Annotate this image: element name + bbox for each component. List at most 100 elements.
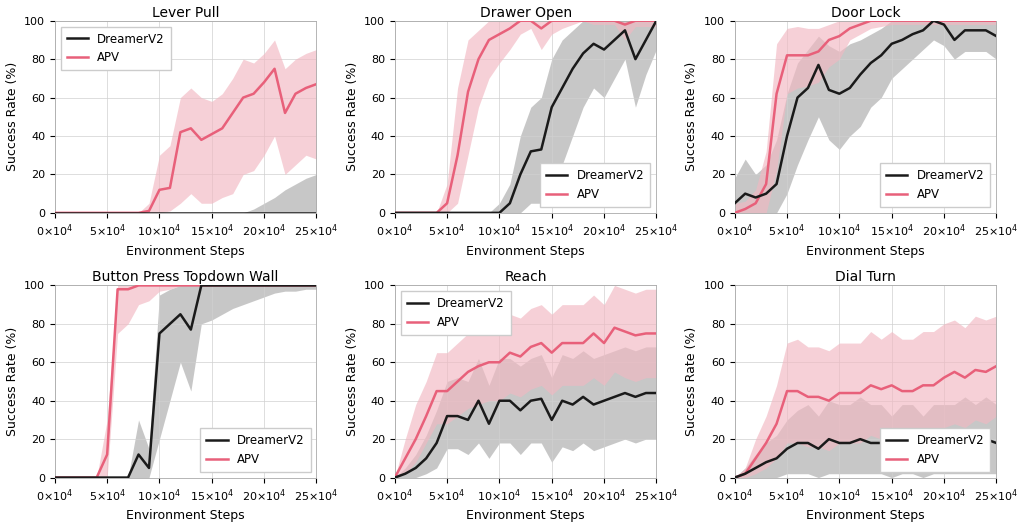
APV xyxy=(770,91,782,97)
APV xyxy=(760,440,772,446)
DreamerV2 xyxy=(958,27,971,33)
APV xyxy=(812,48,824,54)
Line: DreamerV2: DreamerV2 xyxy=(55,286,316,477)
DreamerV2 xyxy=(598,46,610,53)
Y-axis label: Success Rate (%): Success Rate (%) xyxy=(685,327,698,436)
DreamerV2 xyxy=(630,56,642,62)
APV xyxy=(237,282,249,289)
APV xyxy=(196,137,208,143)
APV xyxy=(822,37,835,43)
DreamerV2 xyxy=(948,37,961,43)
APV xyxy=(279,282,291,289)
APV xyxy=(514,353,526,360)
APV xyxy=(59,474,72,480)
APV xyxy=(237,95,249,101)
Title: Dial Turn: Dial Turn xyxy=(836,270,896,284)
DreamerV2 xyxy=(781,446,794,452)
DreamerV2 xyxy=(279,282,291,289)
DreamerV2 xyxy=(143,210,156,216)
APV xyxy=(906,17,919,24)
DreamerV2 xyxy=(399,470,412,477)
DreamerV2 xyxy=(916,27,929,33)
Line: APV: APV xyxy=(55,286,316,477)
DreamerV2 xyxy=(514,407,526,413)
DreamerV2 xyxy=(430,210,442,216)
DreamerV2 xyxy=(896,440,908,446)
X-axis label: Environment Steps: Environment Steps xyxy=(126,510,245,522)
DreamerV2 xyxy=(410,465,422,471)
X-axis label: Environment Steps: Environment Steps xyxy=(806,245,925,258)
DreamerV2 xyxy=(452,210,464,216)
DreamerV2 xyxy=(154,331,166,337)
DreamerV2 xyxy=(970,27,982,33)
APV xyxy=(206,282,218,289)
DreamerV2 xyxy=(430,440,442,446)
APV xyxy=(504,350,516,356)
Title: Reach: Reach xyxy=(504,270,547,284)
APV xyxy=(938,374,950,381)
DreamerV2 xyxy=(482,210,495,216)
DreamerV2 xyxy=(399,210,412,216)
APV xyxy=(792,52,804,59)
APV xyxy=(854,390,866,396)
APV xyxy=(248,91,260,97)
APV xyxy=(990,17,1002,24)
DreamerV2 xyxy=(279,210,291,216)
DreamerV2 xyxy=(928,440,940,446)
APV xyxy=(258,282,270,289)
APV xyxy=(739,206,752,212)
DreamerV2 xyxy=(834,440,846,446)
DreamerV2 xyxy=(864,440,877,446)
DreamerV2 xyxy=(770,181,782,187)
APV xyxy=(101,210,114,216)
DreamerV2 xyxy=(258,282,270,289)
APV xyxy=(750,455,762,461)
Title: Drawer Open: Drawer Open xyxy=(479,6,571,20)
DreamerV2 xyxy=(410,210,422,216)
DreamerV2 xyxy=(49,474,61,480)
APV xyxy=(164,185,176,191)
DreamerV2 xyxy=(906,31,919,37)
DreamerV2 xyxy=(290,210,302,216)
DreamerV2 xyxy=(59,474,72,480)
X-axis label: Environment Steps: Environment Steps xyxy=(126,245,245,258)
DreamerV2 xyxy=(122,474,134,480)
DreamerV2 xyxy=(420,455,432,461)
APV xyxy=(536,25,548,32)
DreamerV2 xyxy=(854,436,866,442)
APV xyxy=(896,17,908,24)
DreamerV2 xyxy=(154,210,166,216)
DreamerV2 xyxy=(536,395,548,402)
DreamerV2 xyxy=(143,465,156,471)
APV xyxy=(59,210,72,216)
DreamerV2 xyxy=(990,440,1002,446)
Title: Door Lock: Door Lock xyxy=(830,6,900,20)
DreamerV2 xyxy=(248,210,260,216)
DreamerV2 xyxy=(504,398,516,404)
DreamerV2 xyxy=(760,191,772,197)
APV xyxy=(906,388,919,394)
APV xyxy=(948,369,961,375)
APV xyxy=(132,210,144,216)
DreamerV2 xyxy=(237,282,249,289)
APV xyxy=(970,17,982,24)
APV xyxy=(399,455,412,461)
APV xyxy=(854,22,866,28)
DreamerV2 xyxy=(494,398,506,404)
APV xyxy=(844,390,856,396)
APV xyxy=(494,31,506,37)
APV xyxy=(112,210,124,216)
Legend: DreamerV2, APV: DreamerV2, APV xyxy=(541,163,650,207)
DreamerV2 xyxy=(420,210,432,216)
DreamerV2 xyxy=(290,282,302,289)
APV xyxy=(472,56,484,62)
APV xyxy=(948,17,961,24)
DreamerV2 xyxy=(524,398,537,404)
APV xyxy=(844,25,856,32)
DreamerV2 xyxy=(268,210,281,216)
DreamerV2 xyxy=(462,417,474,423)
Line: APV: APV xyxy=(55,69,316,213)
DreamerV2 xyxy=(70,210,82,216)
APV xyxy=(886,382,898,389)
DreamerV2 xyxy=(729,474,741,480)
